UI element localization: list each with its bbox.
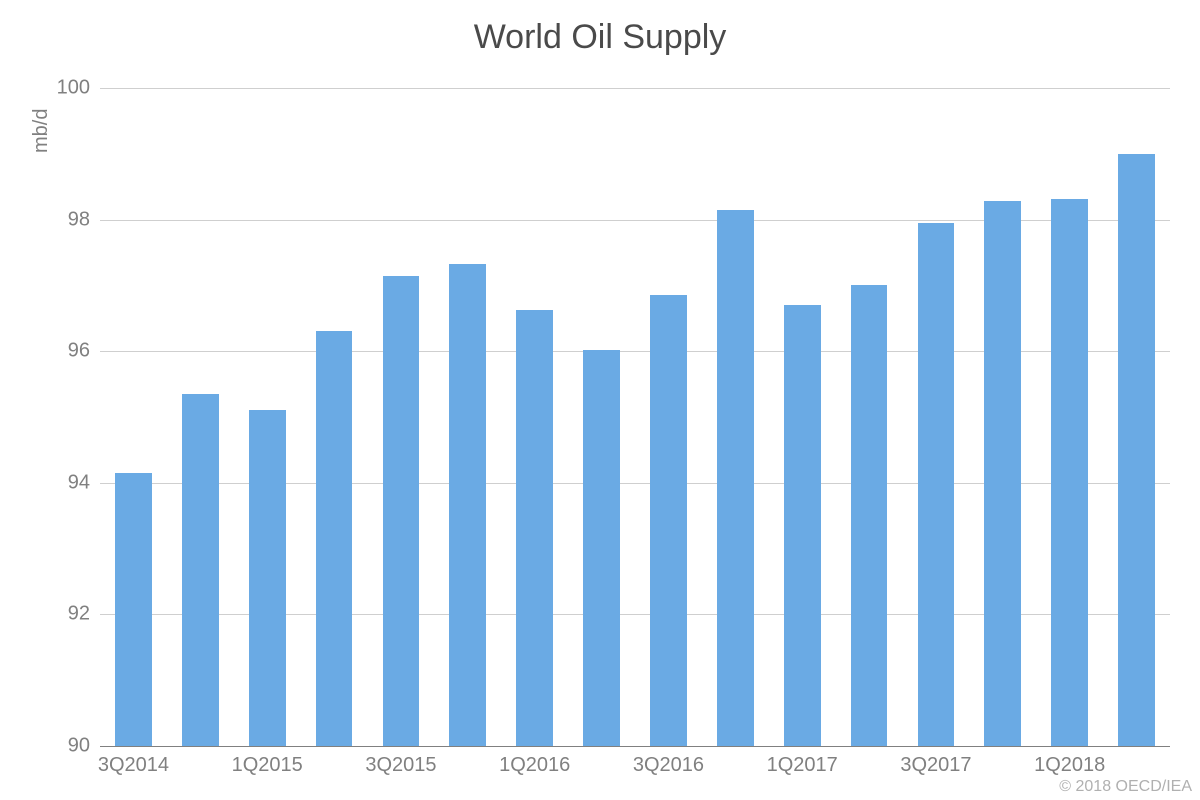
bar	[1051, 199, 1088, 746]
bar	[784, 305, 821, 746]
bar	[918, 223, 955, 746]
y-tick-label: 100	[57, 77, 100, 100]
bar	[650, 295, 687, 746]
bar	[984, 201, 1021, 746]
y-tick-label: 98	[68, 208, 100, 231]
bar	[717, 210, 754, 746]
plot-area: 90929496981003Q20141Q20153Q20151Q20163Q2…	[100, 88, 1170, 746]
chart-container: World Oil Supply mb/d 90929496981003Q201…	[0, 0, 1200, 800]
x-tick-label: 1Q2015	[232, 746, 303, 777]
y-tick-label: 96	[68, 340, 100, 363]
x-tick-label: 1Q2018	[1034, 746, 1105, 777]
bar	[115, 473, 152, 746]
y-tick-label: 92	[68, 603, 100, 626]
bar	[383, 276, 420, 746]
y-tick-label: 94	[68, 471, 100, 494]
bar	[316, 331, 353, 746]
chart-credit: © 2018 OECD/IEA	[1059, 778, 1192, 796]
x-tick-label: 1Q2016	[499, 746, 570, 777]
gridline	[100, 88, 1170, 89]
bar	[182, 394, 219, 746]
bar	[851, 285, 888, 746]
bar	[583, 350, 620, 746]
bar	[449, 264, 486, 746]
chart-title: World Oil Supply	[0, 18, 1200, 57]
x-tick-label: 1Q2017	[767, 746, 838, 777]
y-tick-label: 90	[68, 735, 100, 758]
x-tick-label: 3Q2017	[900, 746, 971, 777]
x-tick-label: 3Q2016	[633, 746, 704, 777]
x-tick-label: 3Q2014	[98, 746, 169, 777]
bar	[516, 310, 553, 746]
bar	[249, 410, 286, 746]
bar	[1118, 154, 1155, 746]
x-tick-label: 3Q2015	[365, 746, 436, 777]
y-axis-label: mb/d	[30, 109, 53, 153]
